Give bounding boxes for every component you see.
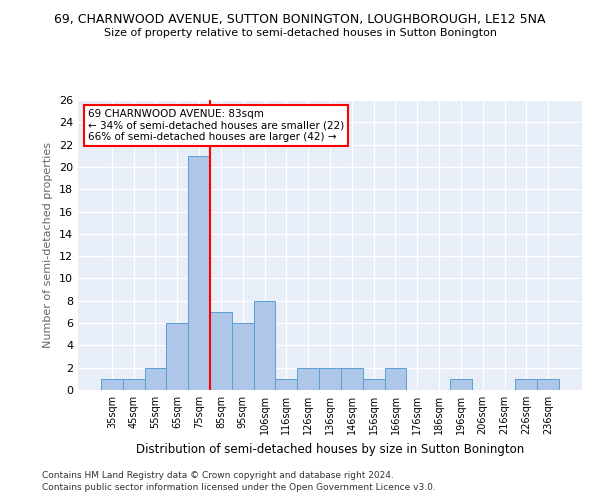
Text: Contains public sector information licensed under the Open Government Licence v3: Contains public sector information licen… — [42, 484, 436, 492]
Bar — [319, 368, 341, 390]
Bar — [232, 323, 254, 390]
Bar — [145, 368, 166, 390]
Bar — [275, 379, 297, 390]
Text: Size of property relative to semi-detached houses in Sutton Bonington: Size of property relative to semi-detach… — [104, 28, 497, 38]
Bar — [123, 379, 145, 390]
Bar — [515, 379, 537, 390]
Text: 69, CHARNWOOD AVENUE, SUTTON BONINGTON, LOUGHBOROUGH, LE12 5NA: 69, CHARNWOOD AVENUE, SUTTON BONINGTON, … — [54, 12, 546, 26]
Bar — [166, 323, 188, 390]
Bar — [297, 368, 319, 390]
Text: 69 CHARNWOOD AVENUE: 83sqm
← 34% of semi-detached houses are smaller (22)
66% of: 69 CHARNWOOD AVENUE: 83sqm ← 34% of semi… — [88, 108, 344, 142]
Bar — [101, 379, 123, 390]
Bar — [341, 368, 363, 390]
Bar — [254, 301, 275, 390]
Y-axis label: Number of semi-detached properties: Number of semi-detached properties — [43, 142, 53, 348]
Text: Contains HM Land Registry data © Crown copyright and database right 2024.: Contains HM Land Registry data © Crown c… — [42, 471, 394, 480]
Bar — [450, 379, 472, 390]
Bar — [385, 368, 406, 390]
Bar — [210, 312, 232, 390]
Bar — [537, 379, 559, 390]
Bar — [363, 379, 385, 390]
Bar — [188, 156, 210, 390]
X-axis label: Distribution of semi-detached houses by size in Sutton Bonington: Distribution of semi-detached houses by … — [136, 442, 524, 456]
